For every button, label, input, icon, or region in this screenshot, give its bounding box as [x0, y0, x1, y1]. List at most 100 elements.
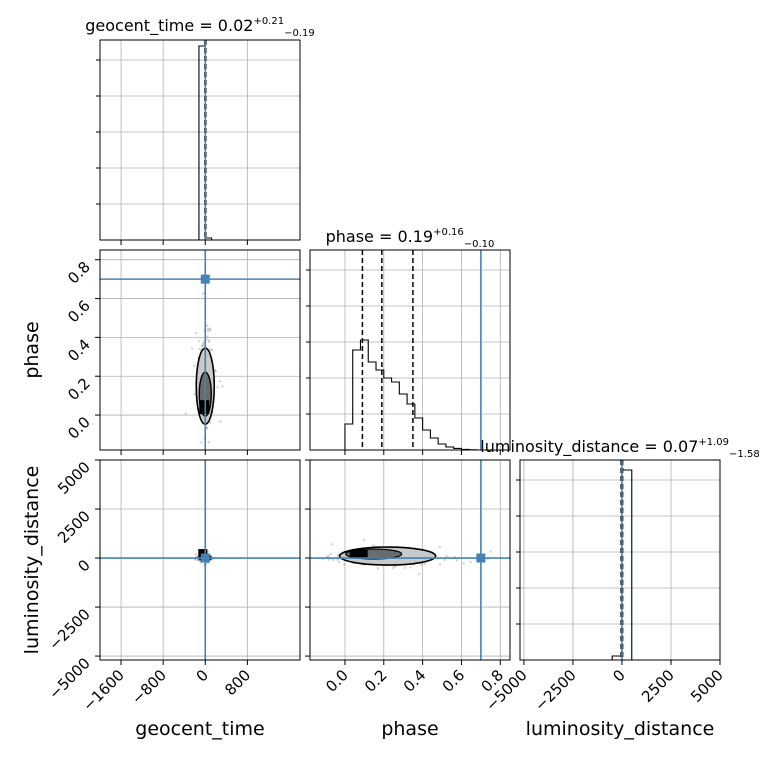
- scatter-point: [210, 349, 214, 352]
- ytick-label-phase: 0.0: [64, 413, 94, 443]
- xtick-label-luminosity-distance: −2500: [531, 666, 580, 715]
- scatter-point: [394, 565, 397, 568]
- panel-geocent-time-geocent-time: [96, 39, 301, 245]
- scatter-point: [194, 331, 198, 335]
- title-geocent-time: geocent_time = 0.02+0.21−0.19: [85, 16, 315, 39]
- scatter-point: [391, 566, 395, 570]
- scatter-point: [209, 328, 212, 332]
- scatter-point: [205, 324, 209, 327]
- scatter-point: [469, 560, 472, 564]
- scatter-point: [327, 558, 331, 561]
- xtick-label-phase: 0.4: [400, 666, 430, 696]
- xtick-label-geocent-time: −800: [128, 666, 170, 708]
- scatter-point: [208, 327, 212, 330]
- histogram-phase: [344, 339, 501, 450]
- xtick-label-phase: 0.6: [439, 666, 469, 696]
- truth-marker: [200, 553, 210, 563]
- panel-frame: [309, 249, 511, 451]
- panel-phase-luminosity-distance: 0.0 0.2 0.4 0.6 0.8: [292, 459, 511, 696]
- scatter-point: [362, 539, 365, 542]
- xtick-label-luminosity-distance: 0: [609, 666, 628, 685]
- scatter-point: [438, 563, 442, 566]
- panel-phase-phase: [306, 249, 511, 455]
- ytick-label-phase: 0.6: [64, 297, 94, 327]
- scatter-point: [201, 344, 205, 347]
- scatter-point: [214, 370, 218, 373]
- scatter-point: [216, 386, 220, 389]
- scatter-point: [202, 292, 205, 295]
- scatter-point: [418, 572, 421, 576]
- title-luminosity-distance: luminosity_distance = 0.07+1.09−1.58: [480, 437, 759, 460]
- corner-panels: 0.00.20.40.60.8−1600 −800 0 800−5000−250002…: [45, 39, 727, 715]
- scatter-point: [420, 563, 423, 566]
- scatter-point: [206, 328, 210, 331]
- scatter-point: [305, 553, 307, 555]
- xlabel-luminosity-distance: luminosity_distance: [526, 718, 715, 740]
- scatter-point: [343, 563, 346, 566]
- scatter-point: [219, 420, 222, 423]
- scatter-point: [196, 558, 200, 562]
- scatter-point: [207, 441, 211, 444]
- scatter-point: [403, 566, 406, 570]
- scatter-point: [489, 550, 492, 553]
- scatter-point: [332, 558, 335, 562]
- scatter-point: [338, 560, 341, 564]
- xtick-label-luminosity-distance: 5000: [687, 666, 727, 706]
- scatter-point: [327, 554, 330, 558]
- contour-core: [349, 550, 368, 559]
- scatter-point: [329, 552, 332, 556]
- scatter-point: [190, 347, 194, 350]
- scatter-point: [213, 369, 217, 372]
- scatter-point: [455, 559, 459, 562]
- truth-marker: [476, 553, 486, 563]
- scatter-point: [193, 558, 196, 561]
- scatter-point: [462, 562, 465, 565]
- scatter-point: [445, 554, 448, 558]
- scatter-point: [207, 340, 211, 344]
- scatter-point: [193, 364, 196, 368]
- scatter-point: [200, 344, 204, 348]
- scatter-point: [292, 550, 294, 552]
- panel-frame: [99, 459, 301, 661]
- scatter-point: [330, 543, 333, 546]
- ytick-label-luminosity-distance: 2500: [54, 507, 94, 547]
- scatter-point: [218, 380, 222, 383]
- scatter-point: [197, 340, 201, 343]
- panel-frame: [99, 249, 301, 451]
- truth-marker: [200, 274, 210, 284]
- ylabel-phase: phase: [21, 321, 43, 378]
- scatter-point: [205, 426, 209, 430]
- scatter-point: [409, 566, 412, 569]
- scatter-point: [438, 545, 441, 549]
- scatter-point: [294, 559, 296, 561]
- scatter-point: [205, 427, 209, 430]
- ytick-label-luminosity-distance: −2500: [45, 605, 94, 654]
- xlabel-phase: phase: [381, 718, 438, 740]
- scatter-point: [209, 348, 212, 351]
- scatter-point: [201, 342, 205, 345]
- scatter-point: [376, 567, 380, 570]
- scatter-point: [336, 554, 340, 558]
- xlabel-geocent-time: geocent_time: [135, 718, 264, 740]
- ytick-label-luminosity-distance: 0: [74, 556, 93, 575]
- panel-frame: [519, 459, 721, 661]
- scatter-point: [201, 344, 204, 347]
- xtick-label-geocent-time: 0: [193, 666, 212, 685]
- panel-frame: [309, 459, 511, 661]
- ylabel-luminosity-distance: luminosity_distance: [21, 466, 43, 655]
- scatter-point: [198, 347, 201, 351]
- ytick-label-luminosity-distance: 5000: [54, 458, 94, 498]
- scatter-point: [194, 552, 198, 556]
- scatter-point: [372, 544, 375, 547]
- density-contours: [338, 546, 437, 566]
- scatter-point: [200, 441, 203, 444]
- scatter-point: [206, 335, 209, 338]
- xtick-label-geocent-time: 800: [221, 666, 254, 699]
- title-phase: phase = 0.19+0.16−0.10: [326, 227, 495, 250]
- contour-core: [199, 400, 210, 415]
- scatter-point: [423, 562, 427, 565]
- ytick-label-phase: 0.8: [64, 258, 94, 288]
- xtick-label-phase: 0.0: [322, 666, 352, 696]
- xtick-label-phase: 0.2: [361, 666, 391, 696]
